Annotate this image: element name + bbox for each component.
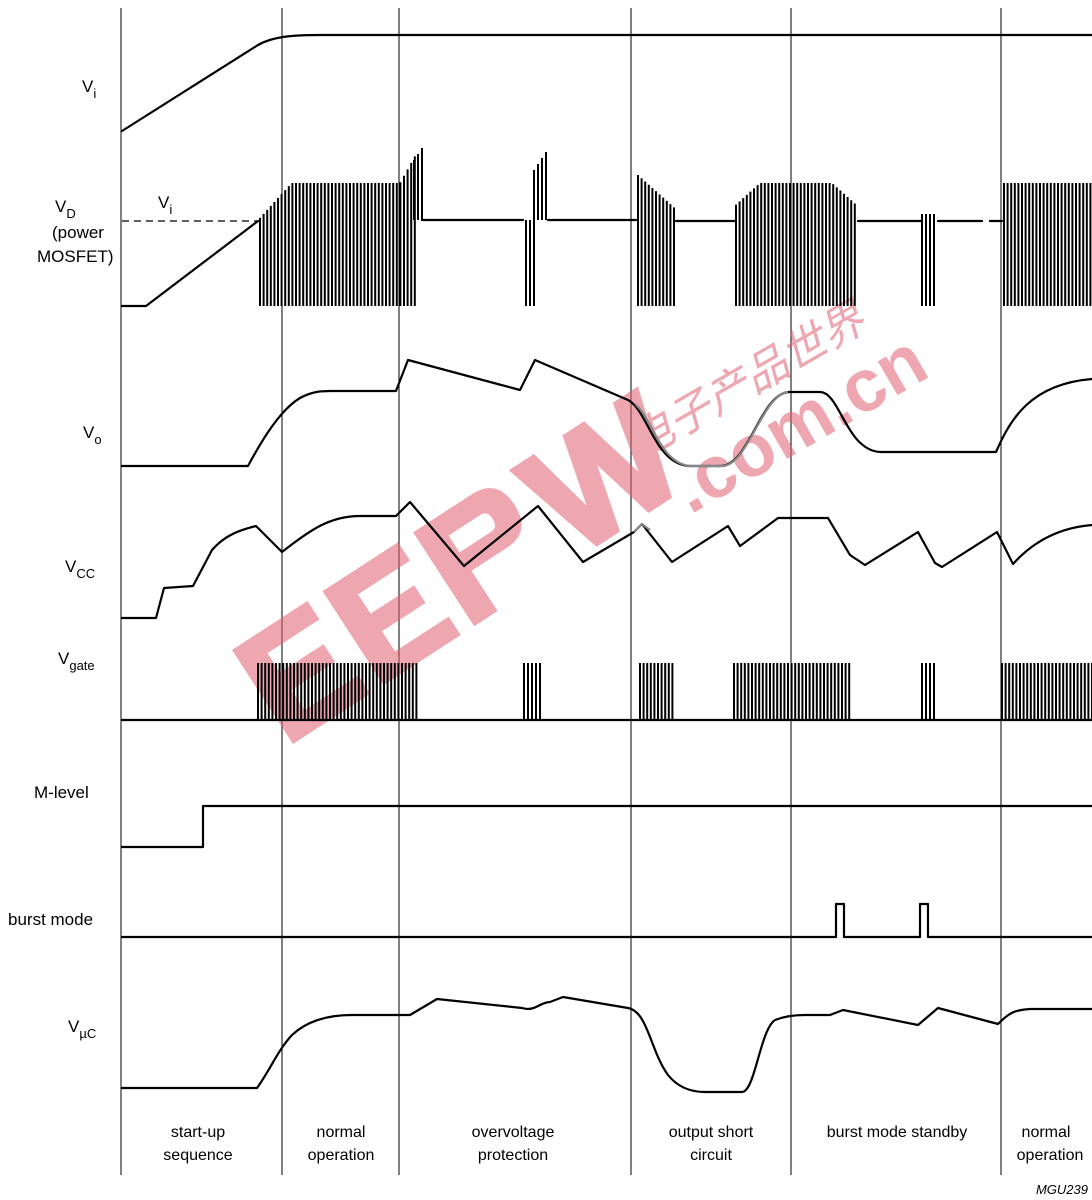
label-vuc: VµC [68,1017,96,1041]
phase-label-overvoltage-1: overvoltage [472,1124,555,1141]
wave-burst-mode [120,902,1092,939]
phase-label-burst-standby: burst mode standby [827,1124,968,1141]
wave-vuc [120,995,1092,1094]
wave-vcc-short-overlay [633,522,651,533]
label-vd-ref-vi: Vi [158,193,172,217]
phase-label-normal-1: normal [317,1124,366,1141]
label-vd: VD [55,197,76,221]
figure-reference: MGU239 [1036,1182,1088,1197]
wave-vi [120,33,1092,133]
phase-label-normal-3-1: normal [1022,1124,1071,1141]
wave-vgate [120,663,1092,722]
phase-labels: start-up sequence normal operation overv… [163,1124,1083,1164]
watermark-letter-w [508,386,673,547]
label-mlevel: M-level [34,783,89,802]
phase-label-short-2: circuit [690,1147,732,1164]
phase-dividers [120,8,1002,1175]
wave-vd [120,148,1092,308]
signal-labels: Vi VD (power MOSFET) Vi Vo VCC Vgate M-l… [8,77,172,1041]
vd-switching-pulses [259,148,1092,306]
watermark-letter-e2 [322,542,461,686]
wave-vcc [120,500,1092,620]
wave-vo-short-overlay [635,390,789,468]
vd-startup-ramp [120,219,260,308]
phase-label-startup-1: start-up [171,1124,225,1141]
phase-label-normal-3-2: operation [1017,1147,1084,1164]
label-vd-line3: MOSFET) [37,247,114,266]
phase-label-startup-2: sequence [163,1147,232,1164]
label-burst-mode: burst mode [8,910,93,929]
wave-mlevel [120,804,1092,849]
label-vcc: VCC [65,557,95,581]
phase-label-normal-2: operation [308,1147,375,1164]
phase-label-short-1: output short [669,1124,754,1141]
vgate-switching-pulses [257,663,1092,720]
phase-label-overvoltage-2: protection [478,1147,548,1164]
label-vo: Vo [83,423,102,447]
watermark-letter-p [413,488,522,627]
label-vd-line2: (power [52,223,104,242]
label-vgate: Vgate [58,649,95,673]
label-vi: Vi [82,77,96,101]
